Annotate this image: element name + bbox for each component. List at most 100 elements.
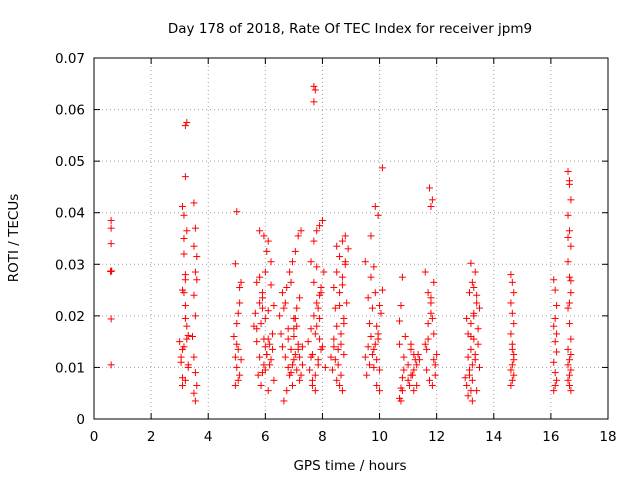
data-point [184,331,192,339]
data-point [343,299,351,307]
data-point [233,363,241,371]
data-point [107,315,115,323]
data-point [284,335,292,343]
data-point [336,289,344,297]
data-point [510,289,518,297]
data-point [468,397,476,405]
data-point [553,376,561,384]
data-point [371,340,379,348]
data-point [189,332,197,340]
data-point [553,330,561,338]
data-point [551,381,559,389]
data-point [253,278,261,286]
data-point [344,245,352,253]
data-point [190,389,198,397]
data-point [266,361,274,369]
data-point [231,353,239,361]
y-tick-label: 0.01 [55,360,85,376]
data-point [306,366,314,374]
x-tick-label: 4 [204,429,213,445]
data-point [316,335,324,343]
data-point [281,353,289,361]
data-point [254,371,262,379]
data-point [307,325,315,333]
y-tick-label: 0.07 [55,51,85,67]
x-tick-labels: 0 2 4 6 8 10 12 14 16 18 [90,429,617,445]
data-point [470,309,478,317]
data-point [508,361,516,369]
x-tick-label: 12 [428,429,445,445]
data-point [190,199,198,207]
data-point [510,356,518,364]
data-point [231,260,239,268]
data-point [298,361,306,369]
data-point [471,268,479,276]
data-point [508,345,516,353]
data-point [237,278,245,286]
data-point [304,338,312,346]
data-point [233,340,241,348]
data-point [330,335,338,343]
data-point [473,291,481,299]
data-point [428,314,436,322]
data-point [363,371,371,379]
x-tick-label: 16 [542,429,559,445]
data-point [183,227,191,235]
data-point [180,250,188,258]
data-point [507,381,515,389]
data-point [338,237,346,245]
data-point [376,302,384,310]
data-point [268,330,276,338]
data-point [294,345,302,353]
data-point [567,335,575,343]
data-point [474,340,482,348]
data-point [264,237,272,245]
data-point [467,345,475,353]
data-point [311,86,319,94]
data-point [338,273,346,281]
data-point [397,302,405,310]
data-point [181,173,189,181]
data-point [236,299,244,307]
data-point [567,366,575,374]
data-point [190,353,198,361]
data-point [266,340,274,348]
data-point [180,235,188,242]
data-point [288,361,296,369]
data-point [476,363,483,371]
data-point [414,351,422,359]
data-point [333,376,341,384]
data-point [424,320,432,328]
data-point [374,335,382,343]
data-point [423,366,431,374]
data-point [256,227,264,235]
data-point [263,247,271,255]
data-point [180,211,188,219]
data-point [466,366,474,374]
data-point [367,273,375,281]
data-point [181,314,189,322]
y-tick-labels: 0 0.01 0.02 0.03 0.04 0.05 0.06 0.07 [55,51,85,428]
data-point [318,216,326,224]
data-point [310,237,318,245]
data-point [286,371,294,379]
data-point [267,281,275,289]
data-point [398,374,406,382]
data-point [190,242,198,250]
chart-title: Day 178 of 2018, Rate Of TEC Index for r… [168,21,532,37]
data-point [424,335,432,343]
data-point [290,325,298,333]
data-point [278,343,286,351]
data-points [107,82,575,405]
data-point [267,356,275,364]
data-point [253,325,261,333]
data-point [551,369,559,377]
data-point [264,387,272,395]
x-tick-label: 14 [485,429,502,445]
axis-ticks [93,57,609,420]
data-point [406,381,414,389]
data-point [370,263,378,271]
data-point [431,361,439,369]
data-point [474,325,482,333]
data-point [366,361,374,369]
